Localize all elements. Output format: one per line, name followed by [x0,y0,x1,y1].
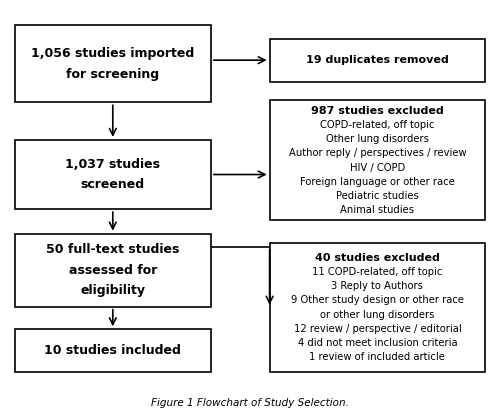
Text: screened: screened [80,178,145,191]
Text: assessed for: assessed for [68,264,157,276]
FancyBboxPatch shape [15,140,211,209]
FancyBboxPatch shape [15,26,211,102]
Text: 19 duplicates removed: 19 duplicates removed [306,55,449,65]
Text: 12 review / perspective / editorial: 12 review / perspective / editorial [294,324,462,334]
Text: 50 full-text studies: 50 full-text studies [46,243,180,256]
Text: Figure 1 Flowchart of Study Selection.: Figure 1 Flowchart of Study Selection. [151,398,349,408]
Text: 40 studies excluded: 40 studies excluded [315,253,440,263]
FancyBboxPatch shape [270,243,485,372]
Text: Other lung disorders: Other lung disorders [326,134,429,144]
Text: 1 review of included article: 1 review of included article [310,353,446,363]
Text: or other lung disorders: or other lung disorders [320,310,434,320]
Text: Animal studies: Animal studies [340,205,414,215]
Text: 3 Reply to Authors: 3 Reply to Authors [332,281,424,291]
Text: 1,056 studies imported: 1,056 studies imported [31,47,194,60]
FancyBboxPatch shape [15,234,211,307]
Text: COPD-related, off topic: COPD-related, off topic [320,120,434,130]
Text: Foreign language or other race: Foreign language or other race [300,177,455,187]
Text: eligibility: eligibility [80,284,146,297]
Text: 10 studies included: 10 studies included [44,344,181,357]
Text: 11 COPD-related, off topic: 11 COPD-related, off topic [312,267,442,277]
Text: 9 Other study design or other race: 9 Other study design or other race [291,295,464,305]
Text: 1,037 studies: 1,037 studies [66,158,160,171]
Text: Pediatric studies: Pediatric studies [336,191,419,201]
FancyBboxPatch shape [15,329,211,372]
Text: 4 did not meet inclusion criteria: 4 did not meet inclusion criteria [298,338,457,348]
FancyBboxPatch shape [270,39,485,82]
Text: Author reply / perspectives / review: Author reply / perspectives / review [288,148,466,158]
FancyBboxPatch shape [270,101,485,220]
Text: 987 studies excluded: 987 studies excluded [311,105,444,116]
Text: for screening: for screening [66,68,160,81]
Text: HIV / COPD: HIV / COPD [350,163,405,173]
